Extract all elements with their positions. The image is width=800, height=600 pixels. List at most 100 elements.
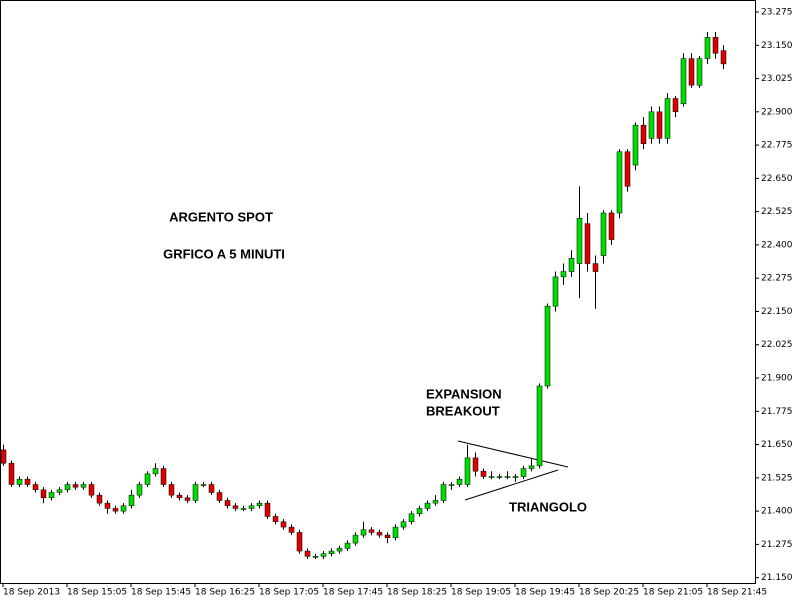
x-tick-label: 18 Sep 18:25 [387,588,447,598]
candle-body [504,476,511,478]
candle-body [448,484,455,486]
candle-body [552,276,559,307]
x-tick-label: 18 Sep 21:05 [643,588,703,598]
candle-body [8,462,15,485]
candle-body [464,457,471,485]
candle-body [720,50,727,65]
candle-body [176,494,183,499]
candle-body [600,212,607,256]
y-tick-label: 23.150 [761,41,793,51]
candle-body [624,151,631,187]
y-tick-label: 23.275 [761,7,793,17]
candle-body [472,457,479,472]
y-tick-label: 21.275 [761,540,793,550]
candle-body [56,489,63,493]
candle-body [392,526,399,538]
x-tick-label: 18 Sep 16:25 [195,588,255,598]
candle-body [400,521,407,528]
candle-body [648,111,655,139]
candle-body [576,218,583,264]
y-tick-label: 21.400 [761,507,793,517]
candle-body [40,489,47,499]
candle-body [0,449,7,464]
candle-body [656,111,663,139]
candle-body [560,271,567,278]
annotation: TRIANGOLO [509,499,587,514]
candle-body [408,513,415,523]
plot-frame [0,0,756,584]
candle-body [64,484,71,491]
candle-body [376,532,383,536]
candle-body [96,494,103,504]
y-tick-label: 22.150 [761,307,793,317]
x-tick-label: 18 Sep 15:05 [67,588,127,598]
y-tick-label: 22.275 [761,274,793,284]
candle-body [72,484,79,488]
candle-body [264,502,271,517]
candle-body [80,484,87,488]
candle-body [320,553,327,557]
candle-body [568,257,575,272]
annotation: ARGENTO SPOT [169,209,273,224]
candle-body [240,508,247,510]
candle-body [480,470,487,477]
candle-body [24,478,31,485]
candle-body [712,37,719,54]
candle-body [216,492,223,501]
x-tick-label: 18 Sep 2013 [3,588,60,598]
candle-body [112,508,119,512]
x-tick-label: 18 Sep 21:45 [707,588,767,598]
candle-body [88,484,95,496]
candle-body [272,516,279,523]
candle-body [424,502,431,509]
candle-body [384,534,391,538]
candle-body [200,484,207,486]
candle-body [136,484,143,496]
candle-body [336,548,343,552]
y-tick-label: 22.900 [761,107,793,117]
candle-body [416,508,423,515]
candle-body [360,529,367,536]
x-tick-label: 18 Sep 19:05 [451,588,511,598]
candle-body [256,502,263,507]
candle-body [120,505,127,512]
y-tick-label: 22.775 [761,141,793,151]
candle-body [184,497,191,501]
triangle-line [464,469,559,501]
candle-body [368,529,375,533]
candle-body [432,500,439,504]
candle-body [544,305,551,387]
x-tick-label: 18 Sep 19:45 [515,588,575,598]
candle-body [616,151,623,214]
candle-body [344,542,351,549]
candle-body [168,484,175,496]
candle-body [696,58,703,86]
candle-body [640,124,647,145]
y-tick-label: 21.775 [761,407,793,417]
candle-body [608,212,615,240]
candle-body [488,476,495,478]
candle-body [304,550,311,557]
y-tick-label: 21.525 [761,473,793,483]
candle-body [456,478,463,485]
annotation: EXPANSION [426,386,502,401]
candle-body [152,468,159,475]
x-tick-label: 18 Sep 17:05 [259,588,319,598]
candle-body [584,223,591,264]
y-tick-label: 22.525 [761,207,793,217]
candle-body [592,263,599,272]
candle-body [312,556,319,558]
y-tick-label: 21.150 [761,573,793,583]
candle-body [496,476,503,478]
y-tick-label: 22.025 [761,340,793,350]
candle-body [528,465,535,469]
annotation: BREAKOUT [426,403,500,418]
candle-body [296,532,303,552]
candle-body [288,526,295,533]
annotation: GRFICO A 5 MINUTI [163,246,285,261]
y-tick-label: 22.650 [761,174,793,184]
x-tick-label: 18 Sep 20:25 [579,588,639,598]
candle-body [520,468,527,477]
